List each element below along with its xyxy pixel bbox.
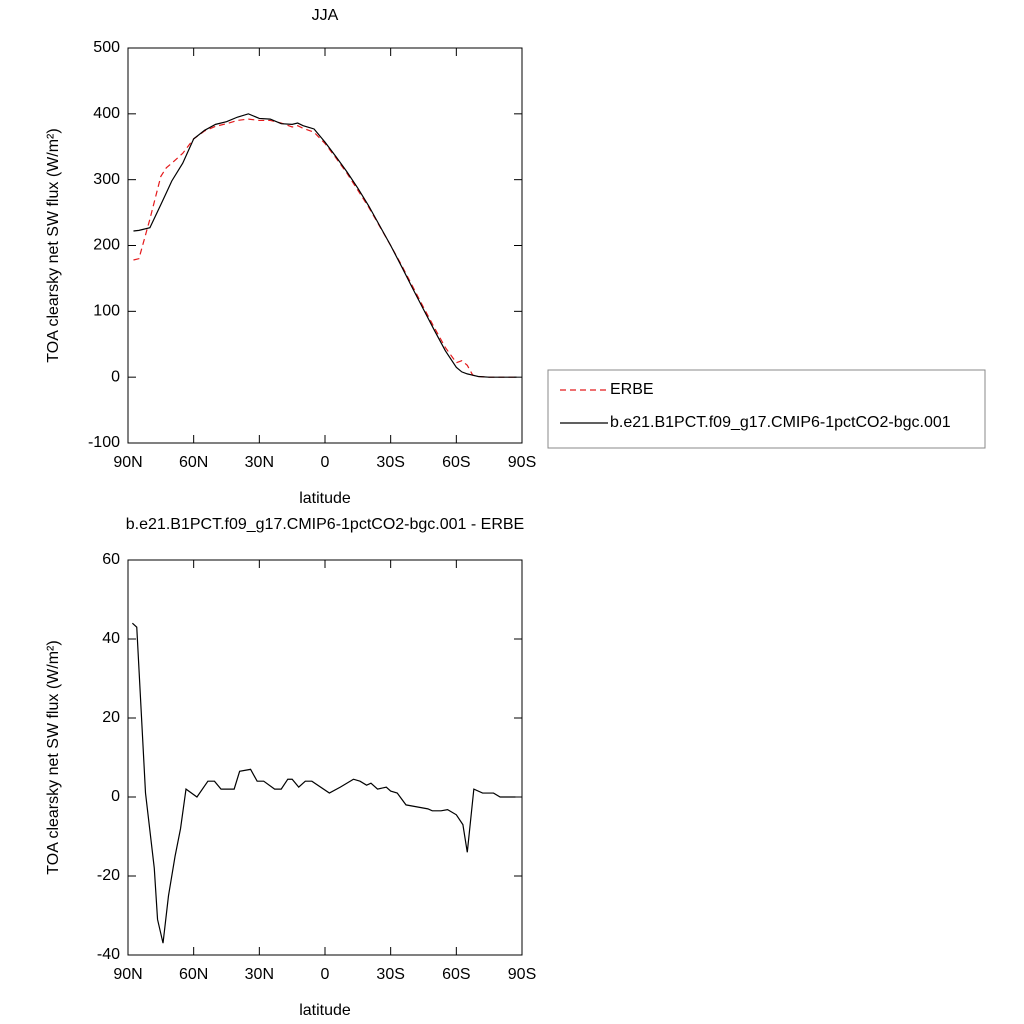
y-tick-label: -40 xyxy=(97,946,120,963)
x-tick-label: 60S xyxy=(442,454,470,471)
plot-frame xyxy=(127,559,523,956)
x-tick-label: 0 xyxy=(321,966,330,983)
x-tick-label: 90S xyxy=(508,966,536,983)
x-tick-label: 90S xyxy=(508,454,536,471)
x-tick-label: 90N xyxy=(113,454,142,471)
y-tick-label: 200 xyxy=(93,237,120,254)
x-axis-label: latitude xyxy=(299,1002,351,1019)
legend-box xyxy=(547,369,986,449)
chart-title: JJA xyxy=(312,7,339,24)
data-line xyxy=(133,118,517,378)
y-tick-label: 500 xyxy=(93,39,120,56)
y-tick-label: 0 xyxy=(111,368,120,385)
y-tick-label: -100 xyxy=(88,434,120,451)
chart-title: b.e21.B1PCT.f09_g17.CMIP6-1pctCO2-bgc.00… xyxy=(126,516,524,533)
x-tick-label: 60S xyxy=(442,966,470,983)
legend-label: ERBE xyxy=(610,381,654,398)
x-axis-label: latitude xyxy=(299,490,351,507)
x-tick-label: 90N xyxy=(113,966,142,983)
x-tick-label: 0 xyxy=(321,454,330,471)
x-tick-label: 30N xyxy=(245,454,274,471)
y-tick-label: 40 xyxy=(102,630,120,647)
y-axis-label: TOA clearsky net SW flux (W/m²) xyxy=(45,128,62,362)
y-tick-label: 400 xyxy=(93,105,120,122)
y-tick-label: 60 xyxy=(102,551,120,568)
x-tick-label: 30N xyxy=(245,966,274,983)
y-axis-label: TOA clearsky net SW flux (W/m²) xyxy=(45,640,62,874)
legend-label: b.e21.B1PCT.f09_g17.CMIP6-1pctCO2-bgc.00… xyxy=(610,414,951,431)
y-tick-label: 100 xyxy=(93,303,120,320)
y-tick-label: 0 xyxy=(111,788,120,805)
data-line xyxy=(133,113,517,378)
y-tick-label: 300 xyxy=(93,171,120,188)
x-tick-label: 30S xyxy=(376,454,404,471)
x-tick-label: 60N xyxy=(179,454,208,471)
data-line xyxy=(131,622,516,944)
y-tick-label: -20 xyxy=(97,867,120,884)
y-tick-label: 20 xyxy=(102,709,120,726)
x-tick-label: 30S xyxy=(376,966,404,983)
plot-frame xyxy=(127,47,523,444)
x-tick-label: 60N xyxy=(179,966,208,983)
